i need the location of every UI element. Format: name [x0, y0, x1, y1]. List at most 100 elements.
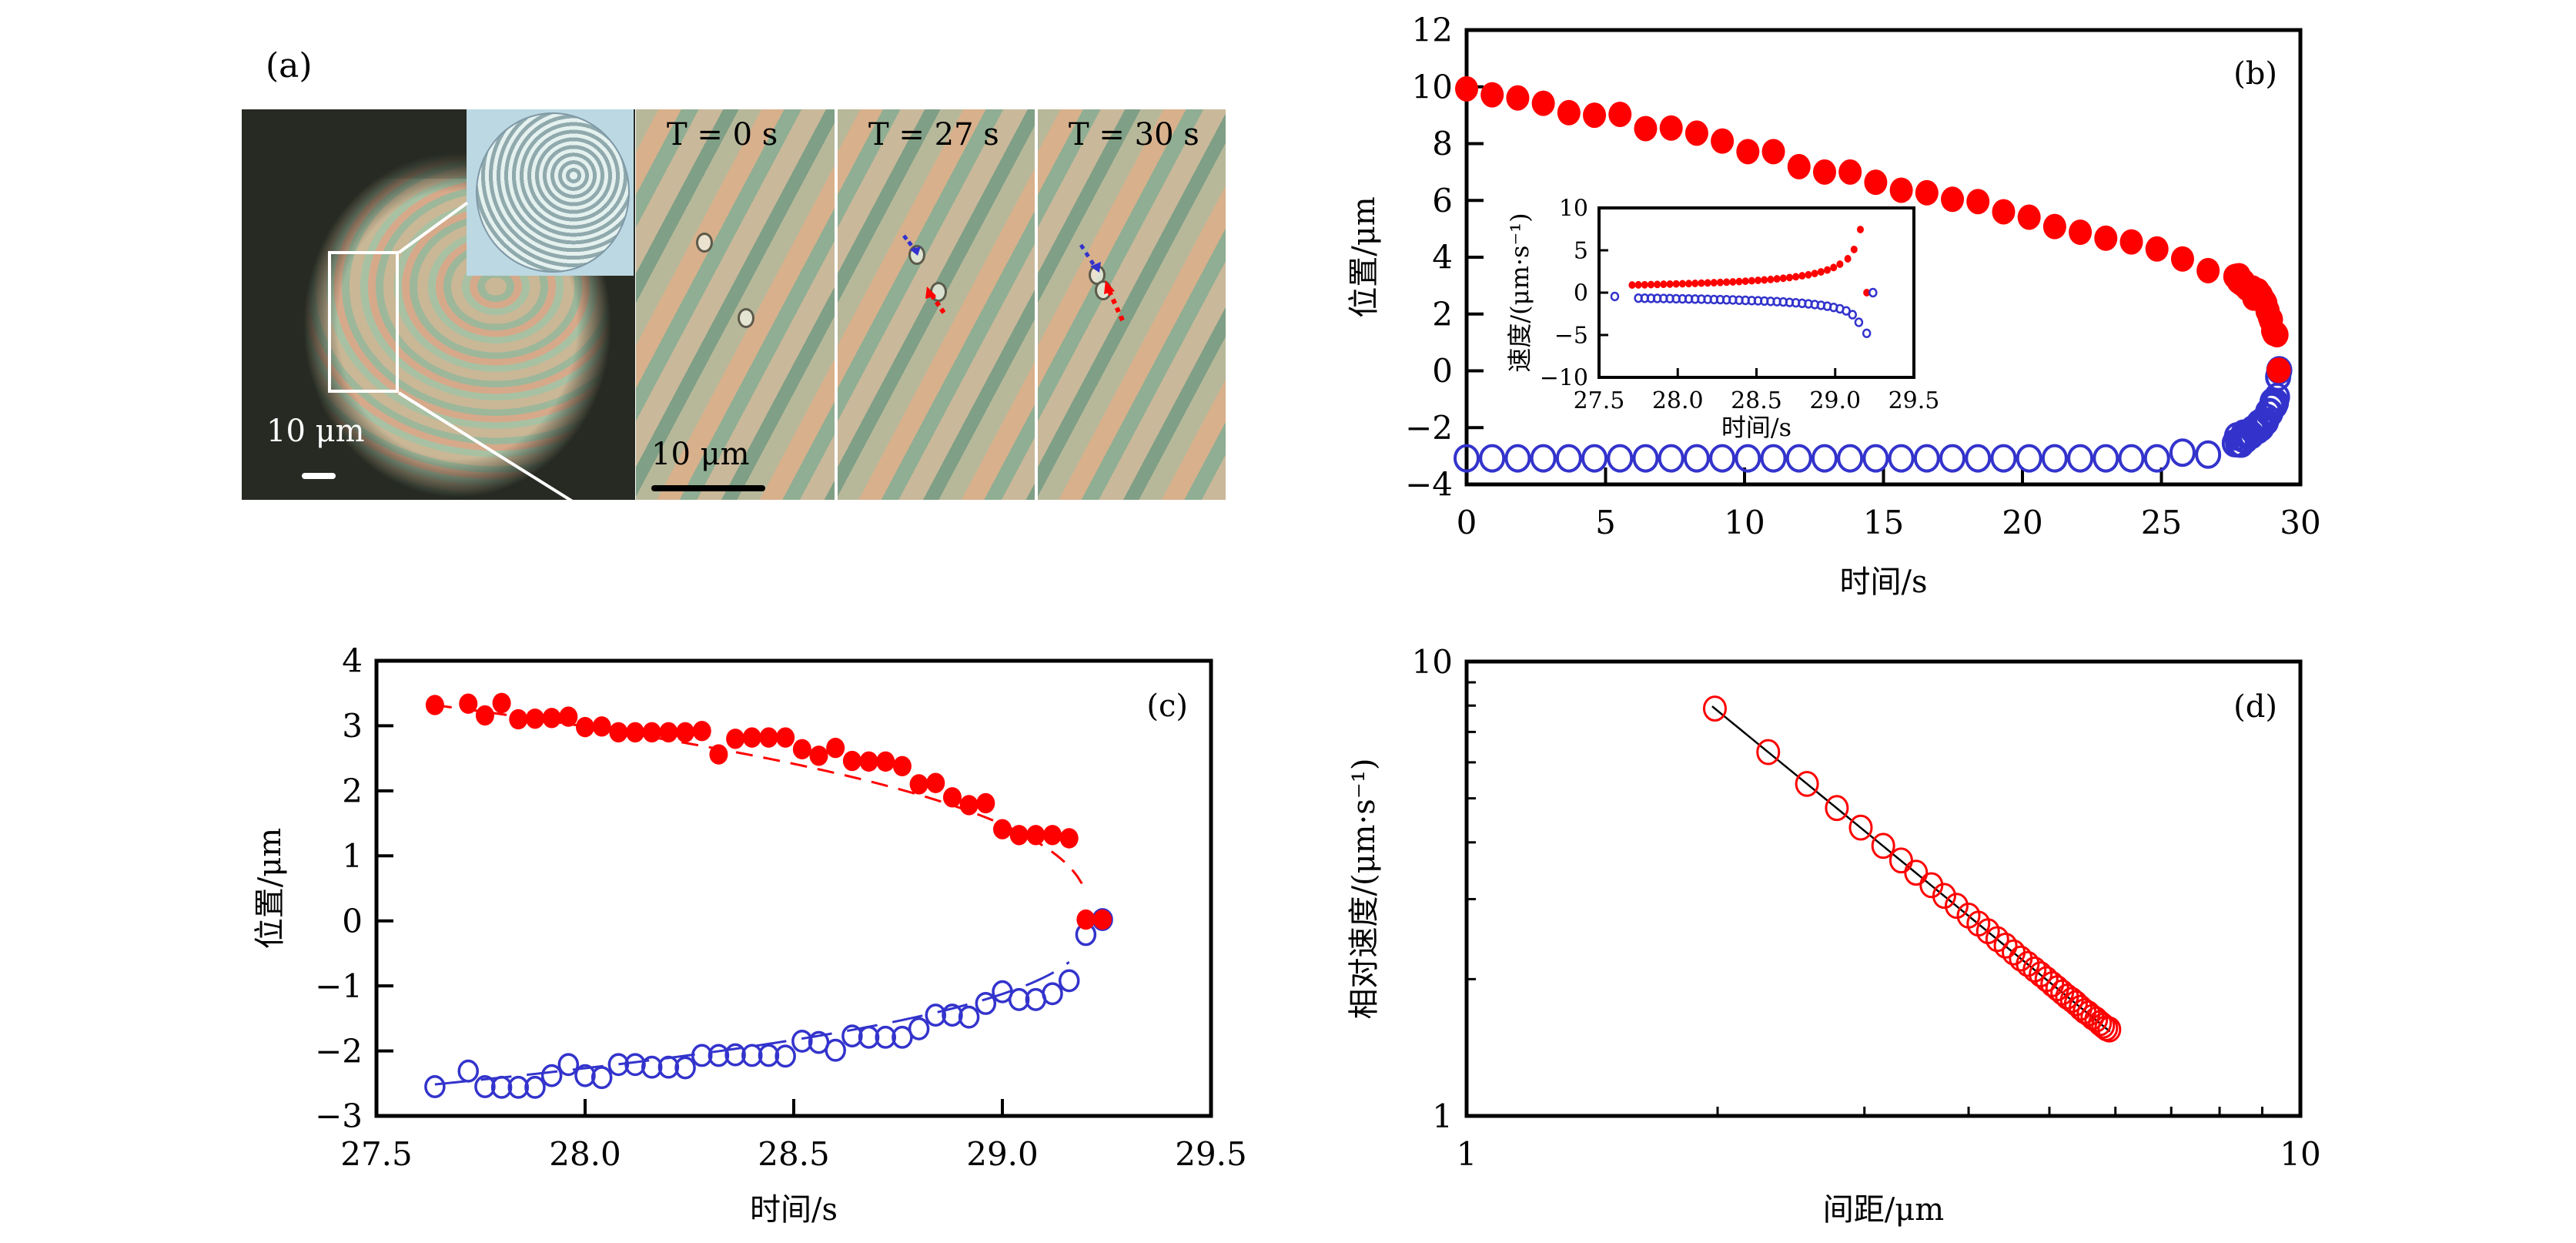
particle-red-point: [2265, 322, 2289, 348]
scale-label-main: 10 μm: [266, 414, 365, 449]
x-tick-label: 27.5: [1574, 387, 1625, 414]
y-tick-label: −2: [1405, 409, 1453, 447]
particle-red-point: [525, 708, 544, 729]
particle-blue-point: [958, 1005, 980, 1029]
panel-d-points: [1702, 695, 2122, 1043]
velocity-blue-point: [1854, 317, 1864, 327]
particle-blue-point: [724, 1043, 746, 1067]
panel-d-ticks: 1 10 1 10: [1412, 643, 2321, 1173]
particle-blue-point: [1042, 982, 1063, 1006]
particle-red-point: [993, 819, 1012, 839]
velocity-red-point: [1698, 279, 1705, 287]
particle-red-point: [626, 722, 645, 743]
velocity-red-point: [1716, 278, 1724, 286]
x-tick-label: 27.5: [340, 1135, 413, 1173]
particle-red-point: [692, 720, 711, 742]
particle-red-point: [1941, 186, 1965, 213]
particle-blue-point: [2195, 440, 2222, 469]
particle-blue-point: [1709, 444, 1736, 473]
particle-red-point: [2042, 213, 2066, 240]
velocity-red-point: [1672, 280, 1680, 288]
particle-red-point: [576, 716, 594, 738]
particle-blue-point: [975, 991, 997, 1015]
particle-blue-point: [1735, 444, 1761, 473]
particle-red-point: [459, 693, 478, 714]
particle-blue-point: [1555, 444, 1582, 473]
particle-blue-point: [490, 1075, 513, 1099]
relative-velocity-point: [1985, 926, 2009, 953]
relative-velocity-point: [2022, 956, 2047, 983]
particle-red-point: [1557, 99, 1581, 126]
panel-c-ticks: 27.5 28.0 28.5 29.0 29.5 −3 −2 −1 0 1 2 3 4: [315, 642, 1247, 1173]
x-tick-label: 20: [2002, 504, 2042, 541]
particle-red-point: [592, 716, 611, 737]
inset-ylabel: 速度/(μm·s⁻¹): [1505, 213, 1534, 372]
particle-red-point: [1659, 115, 1683, 141]
particle-blue-point: [1837, 444, 1864, 473]
y-tick-label: 0: [1432, 352, 1453, 390]
particle-red-point: [425, 695, 444, 715]
panel-d-chart: 1 10 1 10 (d) 间距/μm 相对速度/(μm·s⁻¹): [1347, 643, 2321, 1228]
particle-red-point: [1812, 159, 1836, 185]
blue-arrowhead-icon: [1090, 262, 1101, 273]
particle-blue-point: [1811, 444, 1838, 473]
particle-blue-point: [1530, 444, 1557, 473]
velocity-red-point: [1654, 280, 1661, 289]
particle-blue-point: [2093, 444, 2119, 473]
particle-red-point: [926, 772, 945, 793]
velocity-red-point: [1817, 268, 1825, 276]
particle-blue-point: [540, 1064, 563, 1087]
particle-red-point: [1736, 139, 1760, 165]
particle-blue-point: [1939, 444, 1966, 473]
particle-red-point: [676, 722, 695, 743]
particle-blue-point: [590, 1066, 613, 1090]
panel-b-points: [1454, 75, 2293, 473]
panel-b-xlabel: 时间/s: [1839, 565, 1927, 600]
relative-velocity-point: [1795, 770, 1819, 797]
particle-red-point: [2170, 246, 2194, 272]
y-tick-label: 0: [1574, 280, 1588, 307]
particle-red-point: [1684, 120, 1708, 146]
panel-c-ylabel: 位置/μm: [253, 828, 288, 949]
particle-red-point: [2119, 229, 2143, 255]
relative-velocity-point: [2091, 1012, 2116, 1039]
particle-red-point: [892, 756, 912, 776]
relative-velocity-point: [1702, 695, 1727, 722]
particle-blue-point: [607, 1053, 630, 1077]
relative-velocity-point: [1904, 859, 1929, 886]
particle-red-point: [1043, 825, 1062, 846]
velocity-red-point: [1660, 280, 1668, 289]
trajectory-arrows: [902, 234, 945, 314]
particle-red-point: [2069, 219, 2093, 246]
particle-red-point: [1838, 159, 1862, 185]
particle-red-point: [542, 708, 561, 729]
x-tick-label: 10: [2280, 1135, 2320, 1173]
panel-c-fits: [434, 704, 1087, 1086]
particle-blue-point: [1913, 444, 1940, 473]
panel-d-xlabel: 间距/μm: [1823, 1192, 1944, 1228]
y-tick-label: 10: [1412, 643, 1453, 681]
panel-d-tag: (d): [2233, 689, 2277, 725]
particle-blue-point: [825, 1038, 846, 1062]
particle-blue-point: [557, 1053, 580, 1077]
relative-velocity-point: [2016, 950, 2040, 977]
panel-b-ylabel: 位置/μm: [1347, 196, 1382, 317]
velocity-blue-point: [1862, 328, 1872, 338]
particle-red-point: [1864, 169, 1888, 196]
particle-red-point: [942, 787, 962, 808]
relative-velocity-point: [1756, 739, 1781, 766]
velocity-red-point: [1779, 274, 1787, 283]
particle-blue-point: [791, 1029, 813, 1053]
particle-red-point: [1531, 90, 1555, 116]
particle-blue-point: [1658, 444, 1684, 473]
panel-d-fits: [1711, 705, 2111, 1033]
particle-blue-point: [1607, 444, 1634, 473]
velocity-red-point: [1641, 280, 1648, 289]
frame-time-label: T = 0 s: [667, 117, 778, 152]
red-arrowhead-icon: [1104, 280, 1115, 294]
particle-red-point: [2196, 257, 2220, 283]
particle-red-point: [2094, 225, 2118, 251]
y-tick-label: 0: [342, 902, 363, 940]
particle-red-point: [1059, 828, 1079, 849]
particle-red-point: [959, 795, 979, 816]
